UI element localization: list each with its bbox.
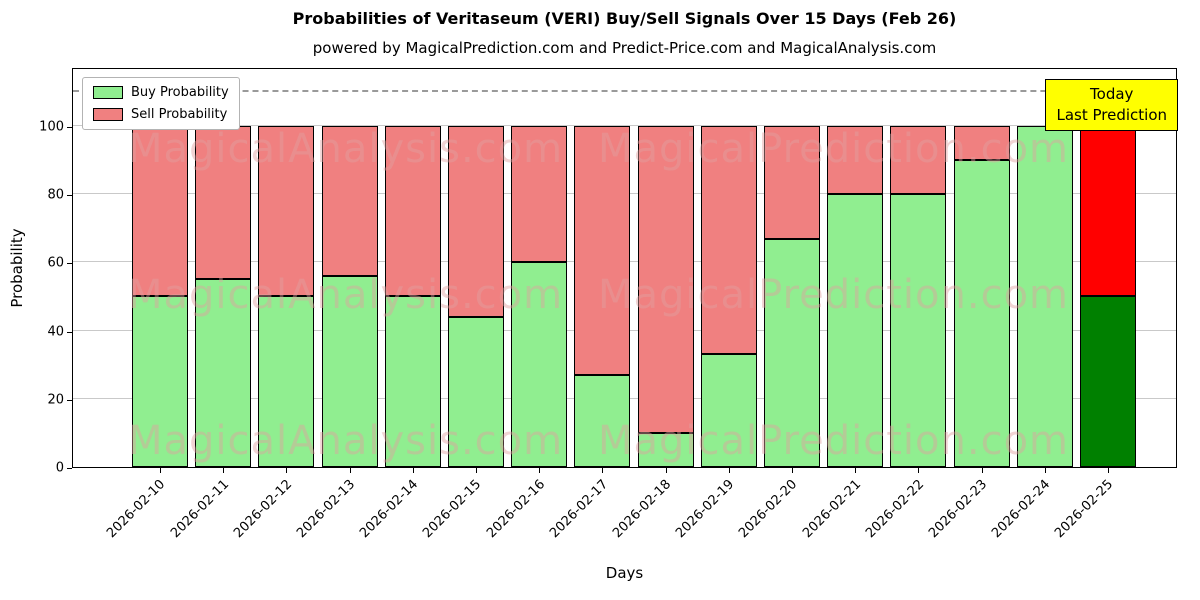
bar-buy-segment xyxy=(700,354,757,467)
x-tick-label: 2026-02-14 xyxy=(357,477,422,542)
watermark-text: MagicalPrediction.com xyxy=(598,418,1069,464)
bar-buy-segment xyxy=(511,262,568,467)
today-annotation: Today Last Prediction xyxy=(1045,79,1178,131)
x-tick-label: 2026-02-22 xyxy=(862,477,928,542)
y-tick-label: 60 xyxy=(47,255,64,271)
watermark-text: MagicalAnalysis.com xyxy=(128,272,564,318)
bar-buy-segment xyxy=(195,279,252,467)
y-tick-label: 80 xyxy=(47,187,64,203)
legend-label-buy: Buy Probability xyxy=(131,85,229,100)
bar-sell-segment xyxy=(1080,125,1136,297)
chart-title: Probabilities of Veritaseum (VERI) Buy/S… xyxy=(292,9,957,28)
watermark-text: MagicalPrediction.com xyxy=(598,126,1069,172)
x-tick-mark xyxy=(1044,468,1046,473)
y-tick-label: 40 xyxy=(47,324,64,340)
x-tick-mark xyxy=(223,468,225,473)
sell-probability-swatch xyxy=(93,108,123,121)
bar-buy-segment xyxy=(827,194,884,467)
y-tick-mark xyxy=(67,195,72,197)
x-tick-mark xyxy=(412,468,414,473)
x-tick-mark xyxy=(160,468,161,473)
bar-sell-segment xyxy=(827,125,884,195)
bar-sell-segment xyxy=(574,125,631,375)
watermark-text: MagicalAnalysis.com xyxy=(128,418,564,464)
x-tick-label: 2026-02-11 xyxy=(167,477,232,542)
bar-buy-segment xyxy=(637,432,694,467)
x-tick-mark xyxy=(855,468,857,473)
bar-buy-segment xyxy=(1080,296,1136,467)
x-tick-mark xyxy=(349,468,351,473)
x-tick-label: 2026-02-10 xyxy=(104,477,169,542)
x-tick-label: 2026-02-17 xyxy=(546,477,612,542)
x-tick-mark xyxy=(792,468,793,473)
bar-sell-segment xyxy=(195,125,252,280)
x-tick-label: 2026-02-12 xyxy=(230,477,296,542)
bar-buy-segment xyxy=(764,238,820,467)
y-tick-mark xyxy=(67,331,72,333)
bar-sell-segment xyxy=(637,125,694,433)
y-tick-label: 0 xyxy=(55,460,64,476)
x-tick-label: 2026-02-18 xyxy=(610,477,675,542)
y-tick-label: 20 xyxy=(47,392,64,408)
bar-sell-segment xyxy=(384,125,441,297)
bar-buy-segment xyxy=(574,374,631,467)
bar-buy-segment xyxy=(448,316,504,467)
legend-label-sell: Sell Probability xyxy=(131,107,228,122)
x-tick-mark xyxy=(665,468,667,473)
bar-sell-segment xyxy=(511,125,568,263)
y-tick-mark xyxy=(67,263,72,265)
y-axis-label: Probability xyxy=(8,228,26,308)
bar-sell-segment xyxy=(321,125,378,277)
bar-buy-segment xyxy=(1016,125,1073,467)
bar-buy-segment xyxy=(890,194,947,467)
x-tick-label: 2026-02-20 xyxy=(736,477,801,542)
plot-area xyxy=(72,68,1177,468)
bar-sell-segment xyxy=(448,125,504,317)
x-tick-mark xyxy=(539,468,541,473)
x-tick-label: 2026-02-24 xyxy=(989,477,1054,542)
y-tick-mark xyxy=(67,126,72,128)
legend-item-sell: Sell Probability xyxy=(93,107,229,122)
x-tick-label: 2026-02-15 xyxy=(420,477,485,542)
chart-subtitle: powered by MagicalPrediction.com and Pre… xyxy=(312,39,937,57)
today-annotation-line1: Today xyxy=(1090,85,1134,103)
dashed-threshold-line xyxy=(73,89,1176,92)
legend-item-buy: Buy Probability xyxy=(93,85,229,100)
bar-buy-segment xyxy=(132,296,188,467)
x-tick-mark xyxy=(602,468,604,473)
bar-buy-segment xyxy=(953,160,1010,467)
legend: Buy Probability Sell Probability xyxy=(82,77,240,130)
x-tick-mark xyxy=(981,468,983,473)
bar-sell-segment xyxy=(700,125,757,355)
x-tick-label: 2026-02-19 xyxy=(673,477,738,542)
x-tick-label: 2026-02-21 xyxy=(799,477,864,542)
y-tick-mark xyxy=(67,468,72,469)
x-tick-mark xyxy=(1108,468,1109,473)
y-tick-label: 100 xyxy=(39,119,64,135)
watermark-text: MagicalPrediction.com xyxy=(598,272,1069,318)
bar-sell-segment xyxy=(258,125,315,297)
bar-buy-segment xyxy=(321,276,378,467)
x-tick-label: 2026-02-16 xyxy=(483,477,548,542)
x-tick-mark xyxy=(918,468,920,473)
x-axis-label: Days xyxy=(605,564,644,582)
x-tick-label: 2026-02-23 xyxy=(926,477,991,542)
bar-sell-segment xyxy=(953,125,1010,161)
watermark-text: MagicalAnalysis.com xyxy=(128,126,564,172)
x-tick-mark xyxy=(476,468,477,473)
today-annotation-line2: Last Prediction xyxy=(1056,106,1167,124)
x-tick-label: 2026-02-13 xyxy=(294,477,359,542)
x-tick-mark xyxy=(286,468,288,473)
x-tick-mark xyxy=(728,468,730,473)
bar-sell-segment xyxy=(890,125,947,195)
buy-probability-swatch xyxy=(93,86,123,99)
x-tick-label: 2026-02-25 xyxy=(1052,477,1117,542)
bar-buy-segment xyxy=(384,296,441,467)
y-tick-mark xyxy=(67,399,72,401)
bar-buy-segment xyxy=(258,296,315,467)
gridline xyxy=(73,124,1176,126)
bar-sell-segment xyxy=(764,125,820,239)
